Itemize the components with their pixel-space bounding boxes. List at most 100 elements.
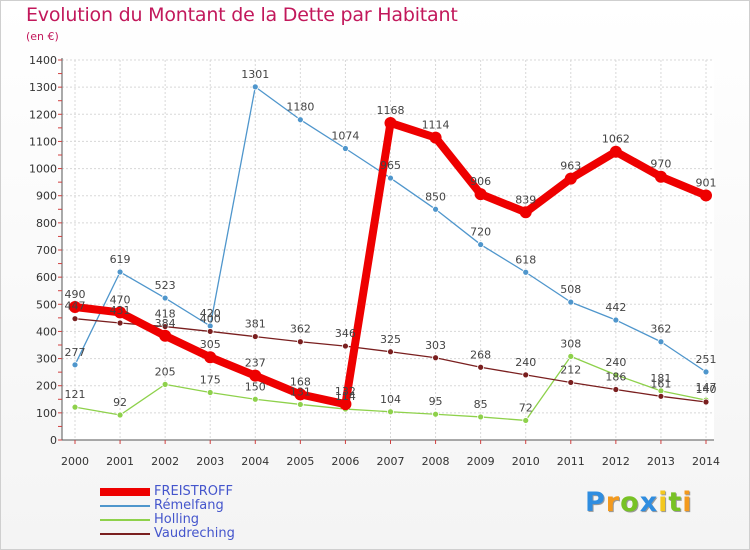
data-label: 447 [65,300,86,313]
x-tick-label: 2009 [467,455,495,468]
data-point [702,368,710,376]
data-label: 277 [65,346,86,359]
data-label: 72 [519,401,533,414]
data-point [294,388,307,401]
data-label: 1180 [286,101,314,114]
data-label: 965 [380,159,401,172]
data-label: 186 [605,371,626,384]
data-point [161,380,169,388]
legend-label: FREISTROFF [154,484,233,499]
data-point [477,413,485,421]
legend-swatch [100,488,150,496]
data-label: 1301 [241,68,269,81]
data-label: 362 [290,323,311,336]
data-label: 970 [650,158,671,171]
data-label: 963 [560,160,581,173]
y-tick-label: 1300 [29,81,57,94]
data-point [161,323,169,330]
data-label: 240 [605,356,626,369]
data-point [251,395,259,403]
data-point [522,371,530,379]
data-point [251,83,259,91]
data-label: 1168 [377,104,405,117]
data-label: 384 [155,317,176,330]
data-label: 619 [110,253,131,266]
data-point [251,333,259,340]
data-point [519,206,532,219]
legend-swatch [100,519,150,521]
logo-letter: t [668,487,683,518]
chart-title: Evolution du Montant de la Dette par Hab… [26,4,458,26]
data-label: 305 [200,338,221,351]
data-point [477,363,485,371]
data-label: 114 [335,390,356,403]
data-label: 212 [560,363,581,376]
data-label: 308 [560,337,581,350]
data-point [206,389,214,396]
data-label: 839 [515,193,536,206]
data-label: 147 [696,381,717,394]
data-point [296,401,304,408]
y-tick-label: 600 [36,271,57,284]
x-tick-label: 2003 [196,455,224,468]
data-point [384,116,397,129]
data-point [387,408,394,416]
data-point [342,342,349,350]
legend-item: FREISTROFF [100,485,235,499]
data-point [69,301,81,313]
chart-legend: FREISTROFF Rémelfang Holling Vaudreching [100,485,235,541]
data-point [474,188,487,201]
data-point [567,352,575,360]
data-point [477,241,485,248]
data-label: 850 [425,190,446,203]
data-point [700,189,712,202]
data-point [387,174,394,182]
data-point [206,328,214,335]
chart-subtitle: (en €) [26,30,59,43]
y-tick-label: 1200 [29,108,57,121]
y-tick-label: 0 [50,434,57,447]
data-label: 418 [155,308,176,321]
data-point [161,294,169,302]
data-label: 618 [515,253,536,266]
legend-item: Rémelfang [100,499,235,513]
data-label: 490 [65,288,86,301]
data-point [657,392,665,400]
data-label: 1062 [602,133,630,146]
legend-swatch [100,533,150,535]
legend-swatch [100,505,150,507]
data-label: 95 [429,395,443,408]
logo-letter: r [605,487,621,518]
data-point [609,145,622,158]
x-tick-label: 2001 [106,455,134,468]
data-point [71,361,79,369]
data-label: 470 [110,293,131,306]
data-label: 92 [113,396,127,409]
data-point [71,315,79,323]
data-label: 251 [696,353,717,366]
data-label: 175 [200,374,221,387]
data-label: 431 [110,304,131,317]
legend-item: Vaudreching [100,527,235,541]
y-tick-label: 100 [36,407,57,420]
data-point [567,379,575,386]
y-tick-label: 900 [36,190,57,203]
data-point [522,417,530,424]
data-label: 400 [200,312,221,325]
data-point [429,131,442,144]
data-point [387,348,394,356]
data-label: 1074 [331,129,359,142]
data-label: 150 [245,380,266,393]
data-label: 720 [470,226,491,239]
data-label: 906 [470,175,491,188]
x-tick-label: 2010 [512,455,540,468]
data-label: 362 [650,323,671,336]
y-tick-label: 500 [36,298,57,311]
data-point [204,351,217,364]
logo-letter: i [658,487,669,518]
legend-label: Vaudreching [154,526,235,541]
data-point [296,116,304,124]
data-point [432,410,439,418]
data-point [567,298,575,306]
data-label: 381 [245,318,266,331]
